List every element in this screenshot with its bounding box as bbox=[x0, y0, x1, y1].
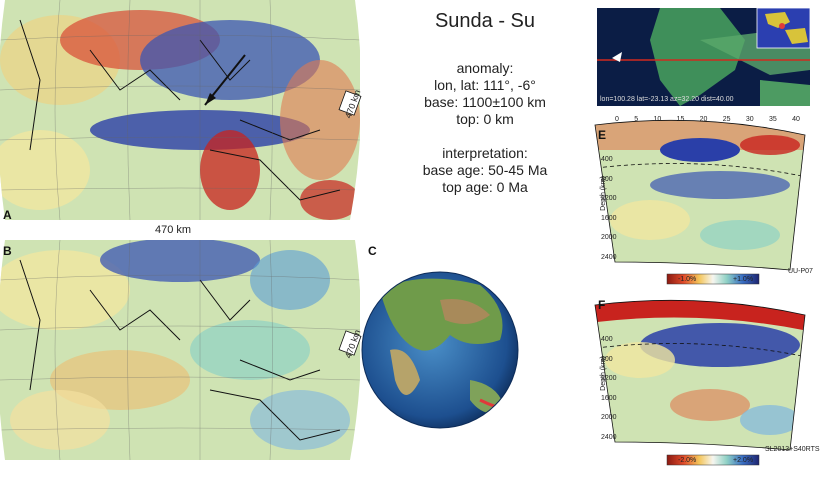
section-e-colorbar bbox=[666, 273, 760, 285]
panel-label-f: F bbox=[598, 298, 606, 312]
tomography-map-a bbox=[0, 0, 361, 220]
panel-label-a: A bbox=[3, 208, 12, 222]
e-xtick: 10 bbox=[653, 116, 662, 123]
tomography-map-b bbox=[0, 240, 361, 460]
section-e-model: UU-P07 bbox=[788, 268, 813, 275]
section-e-plot bbox=[595, 120, 805, 270]
globe-c bbox=[362, 272, 518, 428]
section-f-yticks: 400 800 1200 1600 2000 2400 bbox=[601, 330, 617, 447]
f-ytick: 2000 bbox=[601, 414, 617, 421]
f-ytick: 1200 bbox=[601, 375, 617, 382]
e-xtick: 5 bbox=[634, 116, 639, 123]
e-xtick: 35 bbox=[768, 116, 777, 123]
section-e-yticks: 400 800 1200 1600 2000 2400 bbox=[601, 150, 617, 267]
e-xtick: 40 bbox=[792, 116, 800, 123]
e-ytick: 1600 bbox=[601, 214, 617, 222]
e-ytick: 1200 bbox=[601, 195, 617, 202]
inset-caption: lon=100.28 lat=-23.13 az=32.20 dist=40.0… bbox=[600, 96, 734, 103]
map-a-depth-box bbox=[338, 90, 362, 116]
interpretation-top-age: top age: 0 Ma bbox=[442, 179, 528, 195]
section-f-plot bbox=[595, 300, 805, 450]
panel-label-e: E bbox=[598, 128, 607, 142]
f-ytick: 400 bbox=[601, 336, 613, 343]
section-f-frame bbox=[594, 299, 806, 451]
section-e-scale-max: +1.0% bbox=[733, 276, 754, 283]
e-xtick: 30 bbox=[745, 116, 754, 123]
panel-label-c: C bbox=[368, 244, 377, 258]
section-f-scale-min: -2.0% bbox=[678, 457, 697, 464]
e-xtick: 20 bbox=[699, 116, 708, 123]
section-e-scale-min: -1.0% bbox=[678, 276, 697, 283]
e-ytick: 2400 bbox=[601, 253, 617, 261]
e-xtick: 0 bbox=[615, 116, 619, 123]
anomaly-lonlat: lon, lat: 111°, -6° bbox=[434, 77, 536, 93]
anomaly-top: top: 0 km bbox=[456, 111, 514, 127]
inset-map bbox=[597, 7, 811, 106]
panel-label-b: B bbox=[3, 244, 12, 258]
depth-marker: 470 km bbox=[155, 224, 192, 236]
e-xtick: 15 bbox=[676, 116, 685, 123]
f-ytick: 1600 bbox=[601, 394, 617, 402]
section-e-xticks: 0 5 10 15 20 25 30 35 40 bbox=[615, 116, 800, 123]
e-ytick: 400 bbox=[601, 156, 613, 163]
e-xtick: 25 bbox=[722, 116, 731, 123]
section-e-frame bbox=[594, 119, 806, 271]
f-ytick: 2400 bbox=[601, 433, 617, 441]
anomaly-heading: anomaly: bbox=[456, 60, 514, 76]
section-f-model: SL2013+S40RTS bbox=[765, 446, 820, 453]
anomaly-base: base: 1100±100 km bbox=[424, 94, 546, 110]
e-ytick: 800 bbox=[601, 175, 613, 183]
e-ytick: 2000 bbox=[601, 234, 617, 241]
f-ytick: 800 bbox=[601, 355, 613, 363]
interpretation-heading: interpretation: bbox=[442, 145, 528, 161]
page-title: Sunda - Su bbox=[434, 10, 536, 32]
map-b-depth-box bbox=[338, 330, 362, 356]
interpretation-base-age: base age: 50-45 Ma bbox=[422, 162, 548, 178]
section-f-scale-max: +2.0% bbox=[733, 457, 754, 464]
section-f-colorbar bbox=[666, 454, 760, 466]
anomaly-block: anomaly: lon, lat: 111°, -6° base: 1100±… bbox=[395, 60, 575, 196]
